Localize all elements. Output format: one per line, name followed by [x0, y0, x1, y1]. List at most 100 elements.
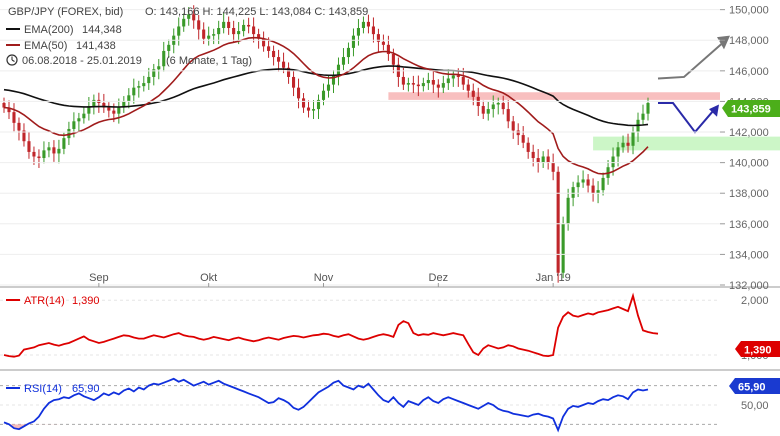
- rsi-panel: 50,00 RSI(14) 65,90 65,90: [0, 377, 780, 433]
- candle-body-115: [576, 182, 580, 188]
- xtick-label-1: Okt: [200, 272, 217, 284]
- candle-body-50: [252, 26, 256, 35]
- clock-icon: [6, 54, 18, 66]
- candle-106: [531, 144, 535, 167]
- candle-body-51: [257, 34, 261, 39]
- candle-body-46: [232, 28, 236, 35]
- candle-124: [621, 135, 625, 153]
- projection-up-path: [657, 41, 725, 80]
- candle-body-52: [262, 38, 266, 47]
- legend-ema200-label: EMA(200): [24, 24, 74, 36]
- candle-4: [22, 123, 26, 147]
- candle-68: [341, 48, 346, 71]
- candle-38: [192, 5, 196, 29]
- legend-ema50-label: EMA(50): [24, 40, 67, 52]
- candle-body-66: [331, 75, 336, 85]
- ytick-label-2: 136,000: [729, 219, 769, 231]
- atr-legend-label: ATR(14): [24, 295, 65, 307]
- candle-3: [17, 117, 21, 141]
- candle-109: [546, 149, 550, 170]
- candle-body-48: [242, 24, 246, 32]
- candle-8: [42, 141, 46, 164]
- ytick-label-5: 142,000: [729, 127, 769, 139]
- candle-body-2: [12, 112, 16, 123]
- candle-body-69: [346, 47, 351, 58]
- candle-body-94: [471, 90, 475, 97]
- candle-body-114: [571, 187, 575, 198]
- candle-body-100: [501, 102, 505, 110]
- candle-69: [346, 42, 351, 64]
- candle-13: [67, 121, 71, 146]
- candle-18: [92, 94, 96, 115]
- candle-body-39: [197, 20, 201, 30]
- rsi-badge: [729, 378, 780, 394]
- ytick-label-3: 138,000: [729, 188, 769, 200]
- projection-up-arrowhead: [717, 35, 730, 50]
- candle-body-33: [167, 44, 171, 51]
- candle-body-81: [406, 83, 410, 85]
- price-badge: 143,859: [722, 100, 780, 117]
- candle-0: [2, 97, 6, 113]
- candle-body-90: [451, 75, 455, 79]
- ytick-label-1: 134,000: [729, 249, 769, 261]
- legend: GBP/JPY (FOREX, bid) O: 143,166 H: 144,2…: [6, 6, 368, 67]
- candle-51: [257, 28, 261, 49]
- candle-body-54: [272, 50, 276, 58]
- candle-5: [27, 132, 31, 159]
- candle-body-38: [192, 14, 196, 21]
- candle-80: [401, 67, 405, 90]
- candle-112: [561, 216, 565, 279]
- candle-119: [596, 181, 600, 204]
- candle-body-123: [616, 147, 620, 157]
- candle-body-129: [646, 102, 650, 114]
- candle-body-10: [52, 147, 56, 154]
- ytick-label-4: 140,000: [729, 158, 769, 170]
- ytick-label-7: 146,000: [729, 66, 769, 78]
- candle-body-116: [581, 179, 585, 183]
- rsi-ytick-0: 50,00: [741, 400, 769, 412]
- candle-11: [57, 139, 61, 164]
- candle-body-99: [496, 102, 500, 105]
- atr-badge: [735, 341, 780, 357]
- candle-65: [326, 75, 331, 98]
- legend-title: GBP/JPY (FOREX, bid): [8, 6, 123, 18]
- candle-body-89: [446, 78, 450, 84]
- ema50-line: [3, 36, 649, 175]
- candle-body-24: [122, 101, 126, 108]
- candle-body-3: [17, 122, 21, 131]
- projection-down-arrowhead: [709, 104, 719, 117]
- candle-body-56: [282, 61, 286, 68]
- atr-legend-value: 1,390: [72, 295, 100, 307]
- candle-body-42: [212, 34, 216, 36]
- candle-body-111: [556, 171, 560, 273]
- xtick-label-0: Sep: [89, 272, 109, 284]
- candle-body-76: [381, 41, 385, 45]
- candle-body-32: [162, 50, 166, 67]
- candle-24: [122, 96, 126, 113]
- candle-12: [62, 132, 66, 155]
- candle-89: [446, 69, 450, 90]
- candle-105: [526, 137, 530, 159]
- candle-28: [142, 75, 146, 92]
- candle-body-49: [247, 24, 251, 27]
- candle-body-118: [591, 185, 595, 194]
- candle-118: [591, 178, 595, 202]
- candle-120: [601, 172, 605, 196]
- candle-body-47: [237, 31, 241, 35]
- candle-39: [197, 15, 201, 40]
- candle-body-64: [321, 90, 326, 100]
- ema200-line: [3, 65, 649, 127]
- candle-body-37: [187, 14, 191, 19]
- candle-117: [586, 174, 590, 193]
- candle-79: [396, 57, 400, 87]
- candle-103: [516, 123, 520, 146]
- candle-36: [182, 13, 186, 32]
- candle-body-18: [92, 99, 96, 107]
- candle-body-20: [102, 102, 106, 108]
- candle-85: [426, 72, 430, 90]
- xtick-label-3: Dez: [429, 272, 449, 284]
- candle-34: [172, 28, 176, 54]
- candle-body-29: [147, 76, 151, 84]
- candle-body-124: [621, 142, 625, 148]
